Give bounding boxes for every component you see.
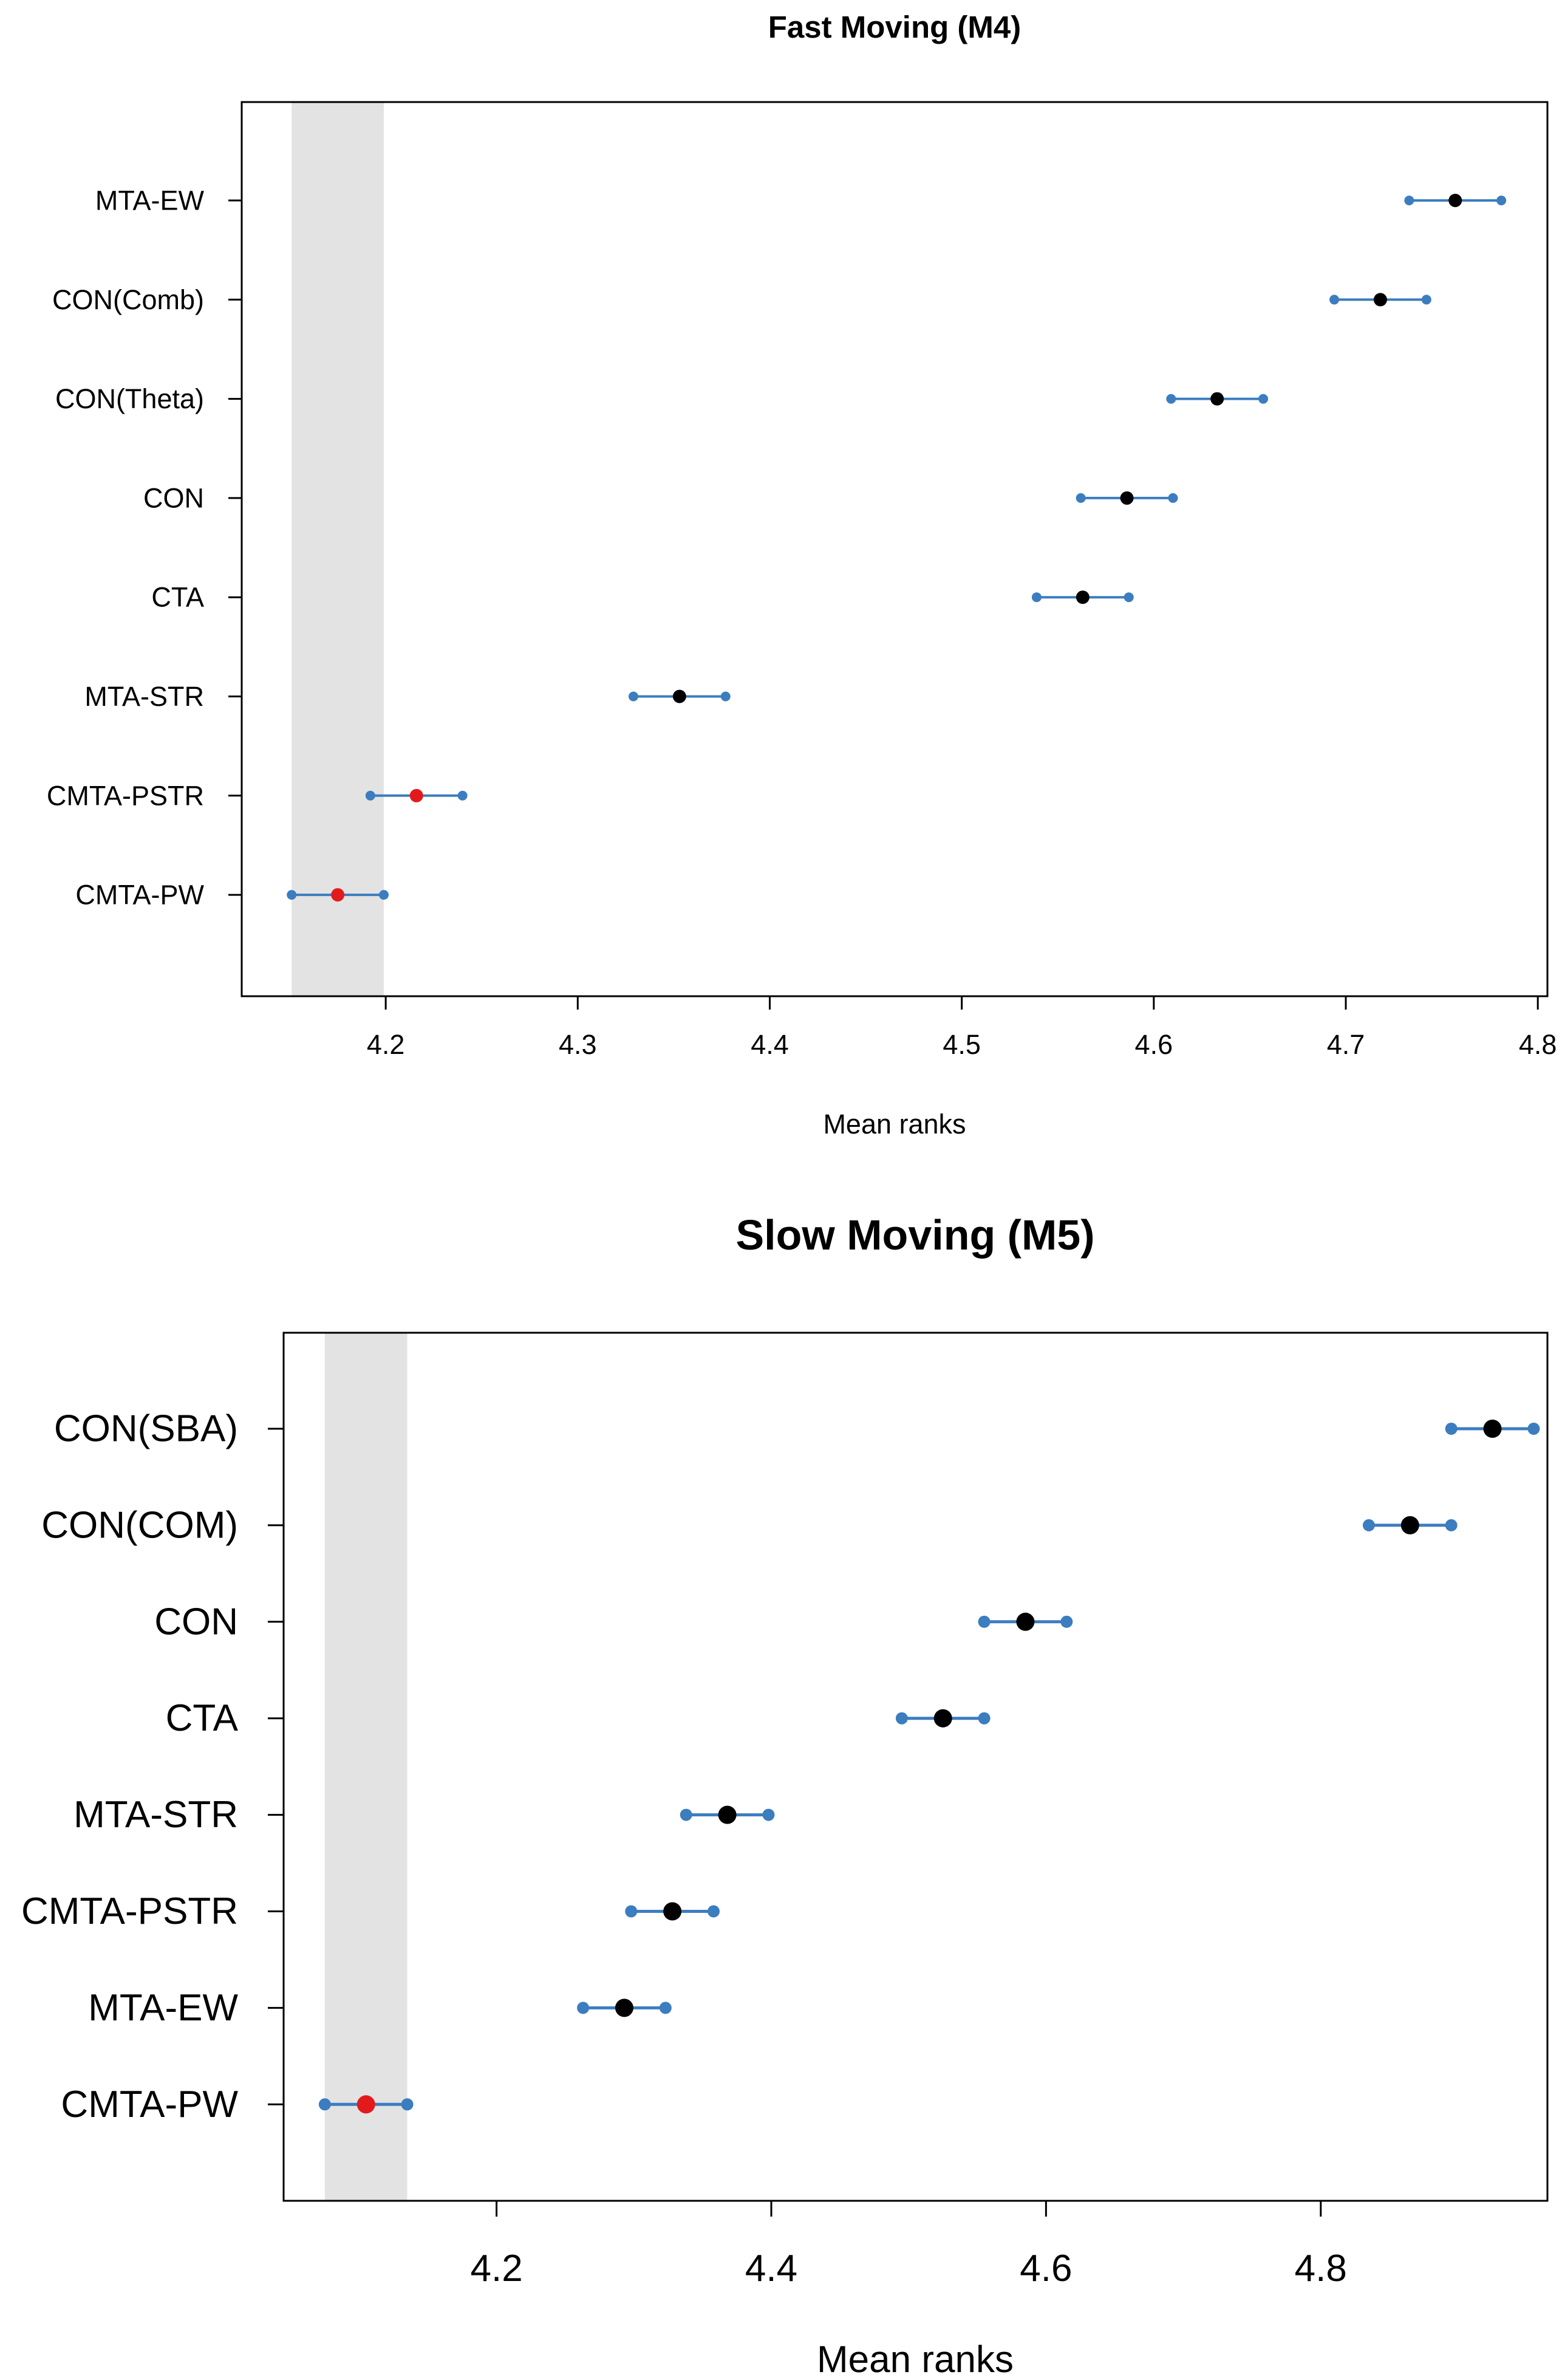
- interval-upper-point: [1527, 1423, 1540, 1435]
- mean-point: [1448, 194, 1462, 207]
- y-tick-label: CON(SBA): [54, 1408, 238, 1450]
- x-tick-label: 4.4: [751, 1029, 789, 1060]
- panel-slow-moving: Slow Moving (M5) CON(SBA) CON(COM) CON CTA M…: [21, 1211, 1549, 2380]
- y-tick-label: CMTA-PSTR: [21, 1890, 238, 1932]
- chart-title: Slow Moving (M5): [735, 1211, 1094, 1259]
- x-axis: 4.2 4.3 4.4 4.5 4.6 4.7 4.8: [367, 995, 1557, 1060]
- interval-lower-point: [1445, 1423, 1458, 1435]
- interval-lower-point: [1031, 592, 1042, 603]
- interval-lower-point: [978, 1615, 991, 1628]
- shaded-region-group: [324, 1333, 408, 2201]
- interval-lower-point: [895, 1712, 908, 1725]
- x-tick-label: 4.7: [1327, 1029, 1365, 1060]
- interval-lower-point: [577, 2002, 590, 2014]
- mean-point: [356, 2095, 375, 2114]
- x-tick-label: 4.2: [367, 1029, 405, 1060]
- interval-upper-point: [401, 2098, 414, 2111]
- y-tick-label: CMTA-PSTR: [47, 780, 204, 811]
- interval-upper-point: [378, 890, 389, 900]
- mean-point: [1210, 392, 1224, 406]
- y-tick-labels: MTA-EW CON(Comb) CON(Theta) CON CTA MTA-STR CM…: [47, 185, 242, 911]
- y-tick-label: CMTA-PW: [61, 2084, 238, 2125]
- x-axis: 4.2 4.4 4.6 4.8: [471, 2200, 1347, 2289]
- x-tick-label: 4.8: [1519, 1029, 1557, 1060]
- mean-point: [1016, 1612, 1035, 1631]
- interval-lower-point: [680, 1808, 692, 1821]
- chart-title: Fast Moving (M4): [768, 10, 1021, 44]
- interval-upper-point: [1445, 1519, 1458, 1531]
- mean-point: [672, 689, 686, 703]
- interval-upper-point: [1168, 493, 1178, 503]
- y-tick-labels: CON(SBA) CON(COM) CON CTA MTA-STR CMTA-PSTR MT…: [21, 1408, 284, 2125]
- y-tick-label: CMTA-PW: [75, 880, 204, 911]
- interval-upper-point: [978, 1712, 991, 1725]
- interval-upper-point: [1421, 295, 1431, 305]
- y-tick-label: CTA: [151, 582, 204, 613]
- x-tick-label: 4.6: [1020, 2248, 1072, 2289]
- y-tick-label: CON: [143, 482, 204, 513]
- x-tick-label: 4.3: [559, 1029, 597, 1060]
- interval-lower-point: [1329, 295, 1340, 305]
- mean-point: [615, 1999, 633, 2017]
- interval-upper-point: [1258, 394, 1269, 404]
- interval-lower-point: [1404, 196, 1414, 205]
- x-tick-label: 4.6: [1135, 1029, 1173, 1060]
- interval-lower-point: [629, 691, 638, 702]
- interval-lower-point: [1076, 493, 1086, 503]
- x-axis-label: Mean ranks: [823, 1109, 966, 1140]
- x-tick-label: 4.4: [745, 2248, 797, 2289]
- x-tick-label: 4.8: [1295, 2248, 1347, 2289]
- interval-upper-point: [457, 790, 468, 801]
- interval-lower-point: [287, 890, 297, 900]
- mean-point: [331, 888, 345, 902]
- y-tick-label: MTA-STR: [73, 1794, 238, 1836]
- mean-point: [409, 788, 423, 802]
- y-tick-label: CON(COM): [41, 1504, 238, 1546]
- panel-fast-moving: Fast Moving (M4) MTA-EW CON(Comb) CON(Thet…: [47, 10, 1557, 1140]
- mean-point: [663, 1902, 682, 1921]
- y-tick-label: CON: [154, 1601, 238, 1643]
- shaded-region: [324, 1333, 408, 2201]
- mean-point: [1373, 293, 1387, 307]
- interval-lower-point: [1362, 1519, 1375, 1531]
- shaded-region-group: [292, 102, 384, 996]
- mean-point: [1400, 1516, 1419, 1534]
- y-tick-label: MTA-EW: [88, 1987, 238, 2029]
- data-marks: [318, 1420, 1540, 2114]
- y-tick-label: CON(Comb): [52, 284, 204, 315]
- shaded-region: [292, 102, 384, 996]
- mean-point: [1076, 590, 1090, 604]
- mean-point: [933, 1709, 952, 1728]
- interval-upper-point: [1124, 592, 1134, 603]
- x-tick-label: 4.5: [943, 1029, 981, 1060]
- mean-point: [1120, 491, 1134, 505]
- interval-upper-point: [720, 691, 731, 702]
- interval-lower-point: [318, 2098, 331, 2111]
- mean-point: [718, 1805, 737, 1824]
- x-axis-label: Mean ranks: [817, 2339, 1014, 2380]
- y-tick-label: CTA: [166, 1697, 239, 1739]
- interval-upper-point: [707, 1905, 720, 1918]
- y-tick-label: CON(Theta): [55, 383, 204, 414]
- x-tick-label: 4.2: [471, 2248, 523, 2289]
- interval-upper-point: [762, 1808, 775, 1821]
- interval-lower-point: [1166, 394, 1176, 404]
- interval-lower-point: [365, 790, 375, 801]
- interval-lower-point: [625, 1905, 638, 1918]
- interval-upper-point: [1496, 196, 1507, 205]
- mean-point: [1483, 1420, 1502, 1438]
- data-marks: [287, 194, 1507, 902]
- y-tick-label: MTA-EW: [95, 185, 205, 216]
- interval-upper-point: [659, 2002, 672, 2014]
- interval-upper-point: [1060, 1615, 1073, 1628]
- y-tick-label: MTA-STR: [84, 681, 204, 712]
